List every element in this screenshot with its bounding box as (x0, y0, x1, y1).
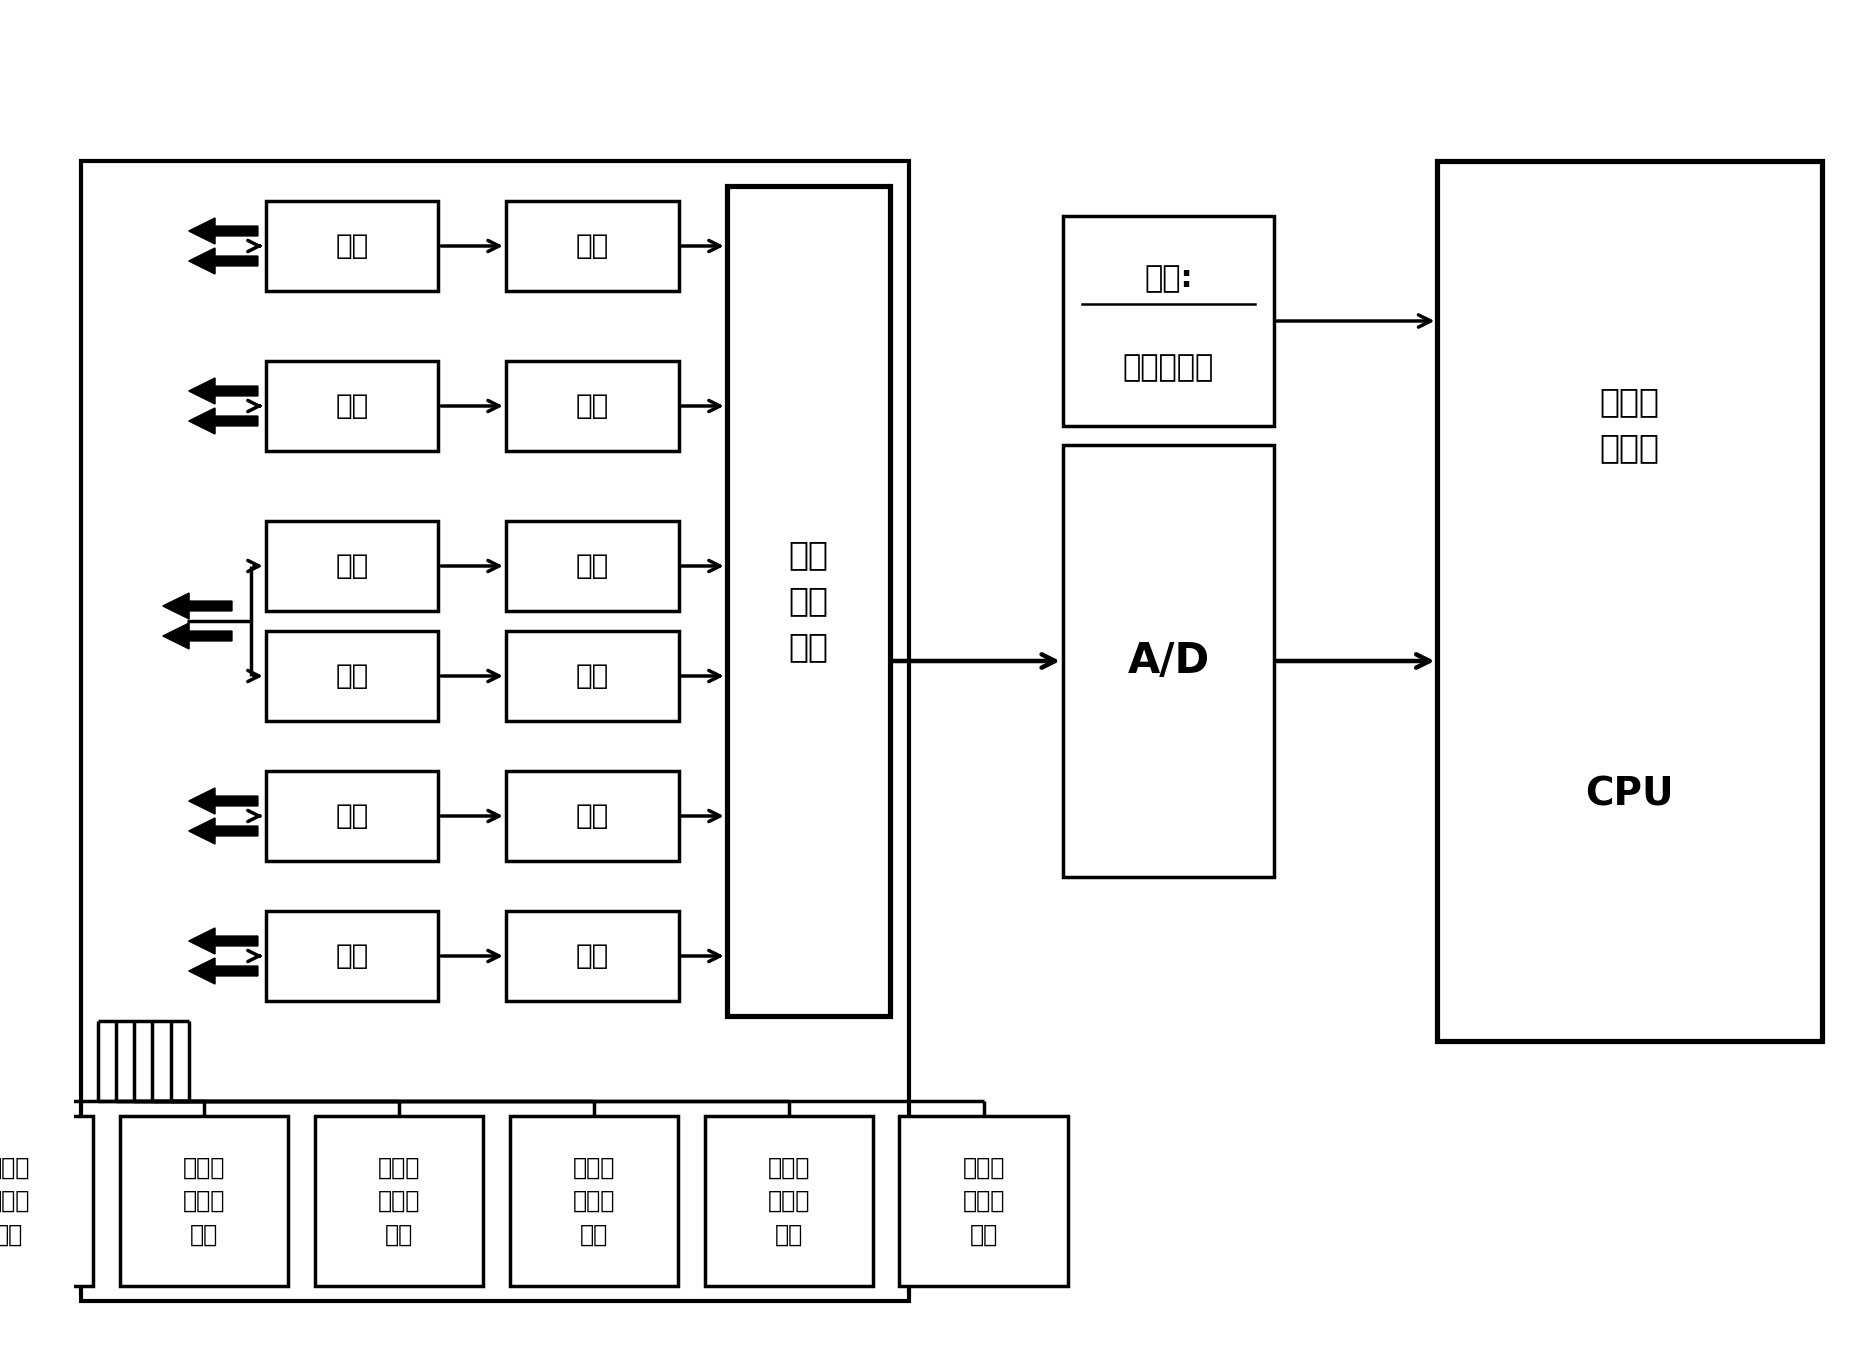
FancyBboxPatch shape (505, 520, 678, 611)
Text: 运放: 运放 (576, 663, 609, 690)
Text: 运放: 运放 (336, 392, 368, 419)
FancyBboxPatch shape (314, 1116, 483, 1285)
FancyBboxPatch shape (704, 1116, 873, 1285)
Text: 冷端补
償电桥
电路: 冷端补 償电桥 电路 (767, 1156, 810, 1247)
FancyBboxPatch shape (505, 911, 678, 1001)
Text: 运放: 运放 (576, 943, 609, 970)
Text: 冷端补
償电桥
电路: 冷端补 償电桥 电路 (0, 1156, 30, 1247)
FancyBboxPatch shape (509, 1116, 678, 1285)
Text: 运放: 运放 (576, 232, 609, 260)
Text: 运放: 运放 (576, 392, 609, 419)
Polygon shape (189, 788, 258, 814)
Text: 冷端补
償电桥
电路: 冷端补 償电桥 电路 (182, 1156, 225, 1247)
Polygon shape (189, 958, 258, 984)
FancyBboxPatch shape (266, 770, 438, 861)
Text: 运放: 运放 (576, 802, 609, 831)
Text: CPU: CPU (1584, 776, 1673, 814)
Text: 运放: 运放 (336, 663, 368, 690)
Text: 运放: 运放 (336, 552, 368, 581)
Text: 运放: 运放 (336, 802, 368, 831)
Text: 多路
模拟
开关: 多路 模拟 开关 (787, 538, 828, 664)
FancyBboxPatch shape (899, 1116, 1068, 1285)
Text: 运放: 运放 (576, 552, 609, 581)
FancyBboxPatch shape (266, 520, 438, 611)
Text: 冷端补
償电桥
电路: 冷端补 償电桥 电路 (962, 1156, 1005, 1247)
FancyBboxPatch shape (266, 201, 438, 291)
Polygon shape (189, 818, 258, 844)
Text: 软件:: 软件: (1144, 265, 1192, 294)
Text: 非线性校正: 非线性校正 (1122, 352, 1213, 381)
FancyBboxPatch shape (1062, 445, 1274, 877)
FancyBboxPatch shape (726, 186, 890, 1016)
Polygon shape (163, 593, 232, 619)
FancyBboxPatch shape (266, 631, 438, 721)
Polygon shape (189, 408, 258, 434)
Polygon shape (189, 249, 258, 275)
Text: 冷端补
償电桥
电路: 冷端补 償电桥 电路 (377, 1156, 420, 1247)
FancyBboxPatch shape (505, 361, 678, 451)
Polygon shape (163, 623, 232, 649)
FancyBboxPatch shape (266, 911, 438, 1001)
FancyBboxPatch shape (1062, 216, 1274, 426)
FancyBboxPatch shape (0, 1116, 93, 1285)
FancyBboxPatch shape (266, 361, 438, 451)
Polygon shape (189, 928, 258, 953)
FancyBboxPatch shape (1437, 161, 1820, 1041)
Text: 运放: 运放 (336, 943, 368, 970)
Polygon shape (189, 219, 258, 245)
Text: A/D: A/D (1127, 641, 1209, 682)
FancyBboxPatch shape (505, 631, 678, 721)
Text: 冷端补
償电桥
电路: 冷端补 償电桥 电路 (572, 1156, 615, 1247)
Text: 中央处
理单元: 中央处 理单元 (1599, 385, 1658, 464)
Polygon shape (189, 378, 258, 404)
Text: 运放: 运放 (336, 232, 368, 260)
FancyBboxPatch shape (505, 770, 678, 861)
FancyBboxPatch shape (505, 201, 678, 291)
FancyBboxPatch shape (119, 1116, 288, 1285)
